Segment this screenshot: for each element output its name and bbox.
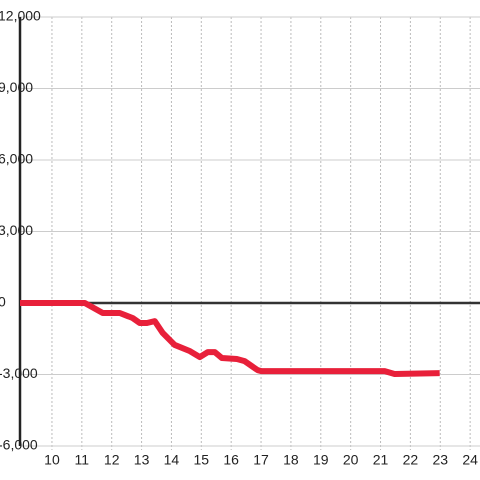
x-tick-label: 13 — [134, 452, 150, 468]
x-tick-label: 11 — [75, 452, 90, 468]
y-tick-label: 6,000 — [0, 151, 33, 167]
x-tick-label: 10 — [44, 452, 60, 468]
x-tick-label: 24 — [462, 452, 478, 468]
x-tick-label: 14 — [164, 452, 180, 468]
y-tick-label: 3,000 — [0, 222, 33, 238]
x-tick-label: 20 — [343, 452, 359, 468]
data-line — [20, 300, 440, 378]
x-tick-label: 22 — [403, 452, 419, 468]
x-tick-label: 21 — [373, 452, 389, 468]
x-tick-label: 16 — [223, 452, 239, 468]
x-tick-label: 17 — [253, 452, 269, 468]
x-tick-label: 23 — [432, 452, 448, 468]
x-tick-label: 19 — [313, 452, 329, 468]
x-tick-label: 12 — [104, 452, 120, 468]
y-tick-label: 12,000 — [0, 8, 41, 24]
x-tick-label: 18 — [283, 452, 299, 468]
x-tick-label: 15 — [194, 452, 210, 468]
y-tick-label: 9,000 — [0, 79, 33, 95]
y-tick-label: 0 — [0, 294, 6, 310]
